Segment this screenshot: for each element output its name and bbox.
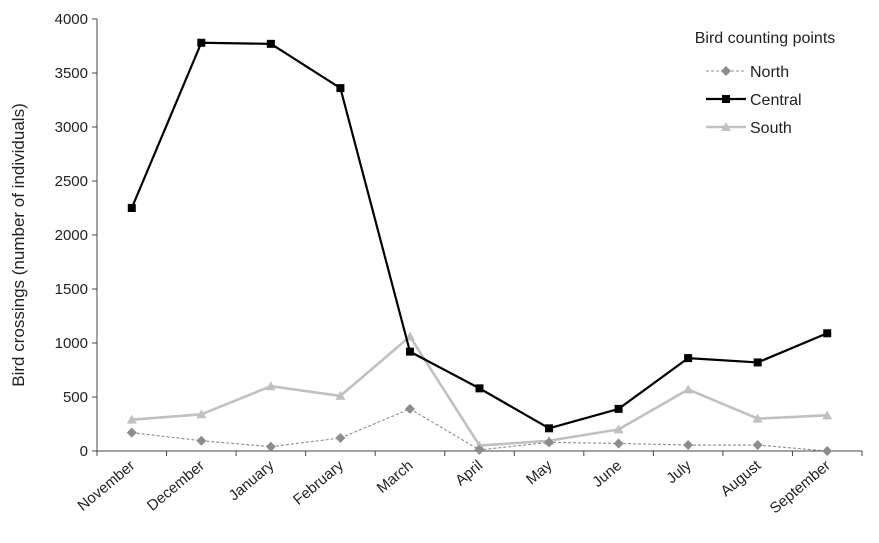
data-point-north [613,438,624,449]
data-point-north [752,440,763,451]
y-tick-label: 3500 [55,65,88,82]
x-tick-label: November [74,457,138,515]
data-point-central [266,39,275,48]
x-tick-label: September [767,457,834,517]
data-point-central [127,204,136,212]
data-point-central [753,358,762,367]
data-point-central [823,329,832,338]
data-point-central [405,347,414,356]
data-point-north [683,440,694,451]
x-tick-label: December [144,457,208,515]
data-point-central [197,38,206,47]
data-point-north [265,441,276,452]
legend-item-central: Central [706,92,802,109]
y-tick-label: 2000 [55,227,88,244]
data-point-north [544,437,555,448]
y-ticks: 0 500 1000 1500 2000 2500 3000 3500 4000 [55,11,97,460]
data-point-north [126,427,137,438]
x-tick-label: July [663,457,695,487]
legend-item-north: North [706,64,789,81]
data-point-south [126,414,137,424]
y-tick-label: 1000 [55,335,88,352]
data-point-north [196,435,207,446]
y-tick-label: 2500 [55,173,88,190]
data-point-south [683,384,694,394]
data-point-north [822,446,833,456]
y-axis-title: Bird crossings (number of individuals) [9,103,28,386]
y-tick-label: 500 [63,389,88,406]
x-tick-label: June [589,457,625,491]
data-point-central [475,384,484,393]
legend-marker-south [721,122,731,131]
y-tick-label: 1500 [55,281,88,298]
legend-label-south: South [750,120,792,137]
legend-label-central: Central [750,92,802,109]
series-north [126,403,833,456]
x-tick-label: March [374,457,417,497]
legend-title: Bird counting points [695,30,836,47]
data-point-south [335,390,346,400]
data-point-south [196,409,207,419]
legend-label-north: North [750,64,789,81]
series-layer [126,38,833,456]
series-central [127,38,832,433]
data-point-south [613,424,624,434]
legend-item-south: South [706,120,792,137]
y-tick-label: 4000 [55,11,88,28]
data-point-north [404,403,415,414]
y-tick-label: 3000 [55,119,88,136]
y-tick-label: 0 [80,443,88,460]
x-tick-label: May [523,457,556,489]
x-tick-label: April [452,457,486,489]
legend-items: North Central South [706,64,802,137]
legend: Bird counting points North Central South [695,30,836,137]
data-point-south [822,410,833,420]
data-point-north [335,433,346,444]
legend-marker-central [722,95,730,103]
x-tick-label: February [290,457,347,509]
data-point-central [614,404,623,413]
x-tick-label: August [718,457,765,501]
legend-marker-north [721,66,731,76]
data-point-north [474,444,485,455]
data-point-south [265,381,276,391]
data-point-central [545,424,554,433]
x-tick-label: January [226,457,278,505]
x-ticks: November December January February March Apri… [74,451,863,517]
data-point-south [752,413,763,423]
data-point-central [336,84,345,93]
data-point-central [684,354,693,363]
